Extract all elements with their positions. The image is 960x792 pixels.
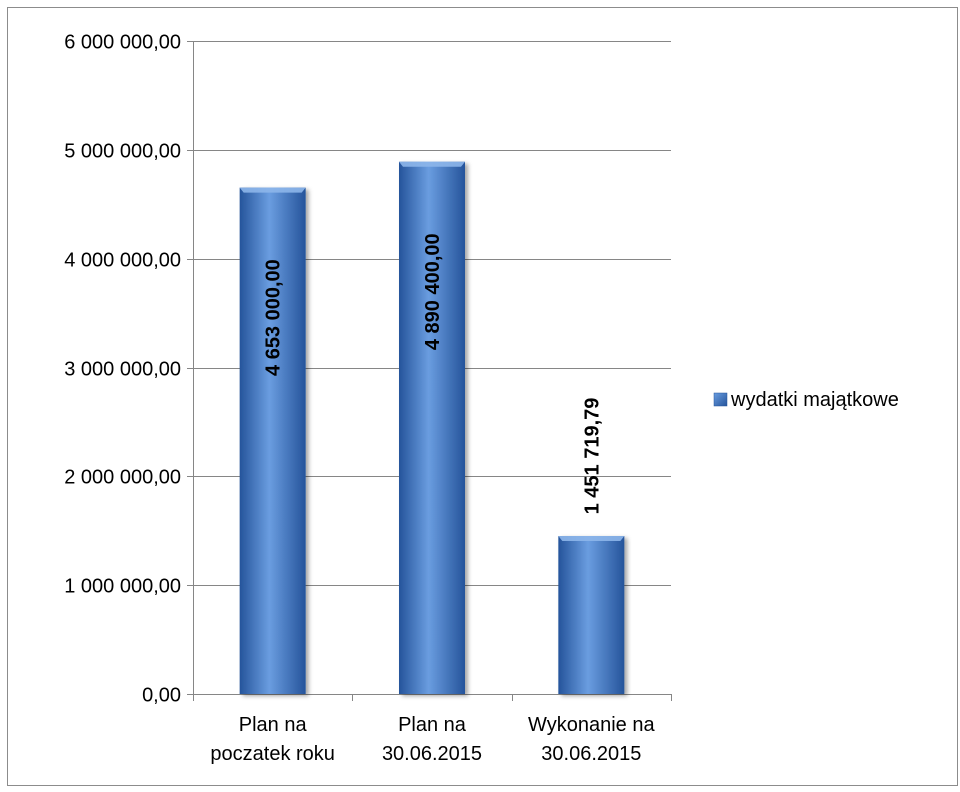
y-tick-label: 6 000 000,00 [64, 32, 181, 54]
axes: 0,00 1 000 000,00 2 000 000,00 3 000 000,00… [64, 32, 672, 765]
bar-bevel [399, 161, 465, 167]
bar [558, 536, 625, 694]
y-tick-label: 4 000 000,00 [64, 250, 181, 272]
x-tick-label-line: poczatek roku [210, 743, 335, 765]
bar-chart: 0,00 1 000 000,00 2 000 000,00 3 000 000,00… [64, 32, 899, 766]
data-label: 1 451 719,79 [581, 398, 603, 515]
bar [399, 161, 465, 694]
data-label: 4 653 000,00 [263, 259, 285, 376]
y-tick-label: 1 000 000,00 [64, 576, 181, 598]
x-tick-label-line: Plan na [398, 714, 467, 736]
x-tick-label: Wykonanie na 30.06.2015 [528, 714, 655, 765]
y-tick-label: 2 000 000,00 [64, 467, 181, 489]
x-tick-label: Plan na 30.06.2015 [382, 714, 482, 765]
y-tick-label: 3 000 000,00 [64, 359, 181, 381]
x-tick-label-line: Wykonanie na [528, 714, 655, 736]
data-labels: 4 653 000,00 4 890 400,00 1 451 719,79 [263, 233, 604, 514]
chart-frame: 0,00 1 000 000,00 2 000 000,00 3 000 000,00… [7, 7, 958, 786]
legend: wydatki majątkowe [713, 389, 899, 411]
x-tick-label: Plan na poczatek roku [210, 714, 335, 765]
bars [239, 161, 625, 694]
x-tick-label-line: 30.06.2015 [382, 743, 482, 765]
x-tick-label-line: Plan na [239, 714, 308, 736]
legend-label: wydatki majątkowe [730, 389, 899, 411]
y-tick-label: 5 000 000,00 [64, 141, 181, 163]
legend-swatch [713, 392, 728, 407]
y-tick-label: 0,00 [142, 685, 181, 707]
bar [239, 187, 306, 694]
data-label: 4 890 400,00 [422, 233, 444, 350]
x-tick-label-line: 30.06.2015 [541, 743, 641, 765]
bar-bevel [239, 187, 306, 193]
bar-bevel [558, 536, 625, 542]
